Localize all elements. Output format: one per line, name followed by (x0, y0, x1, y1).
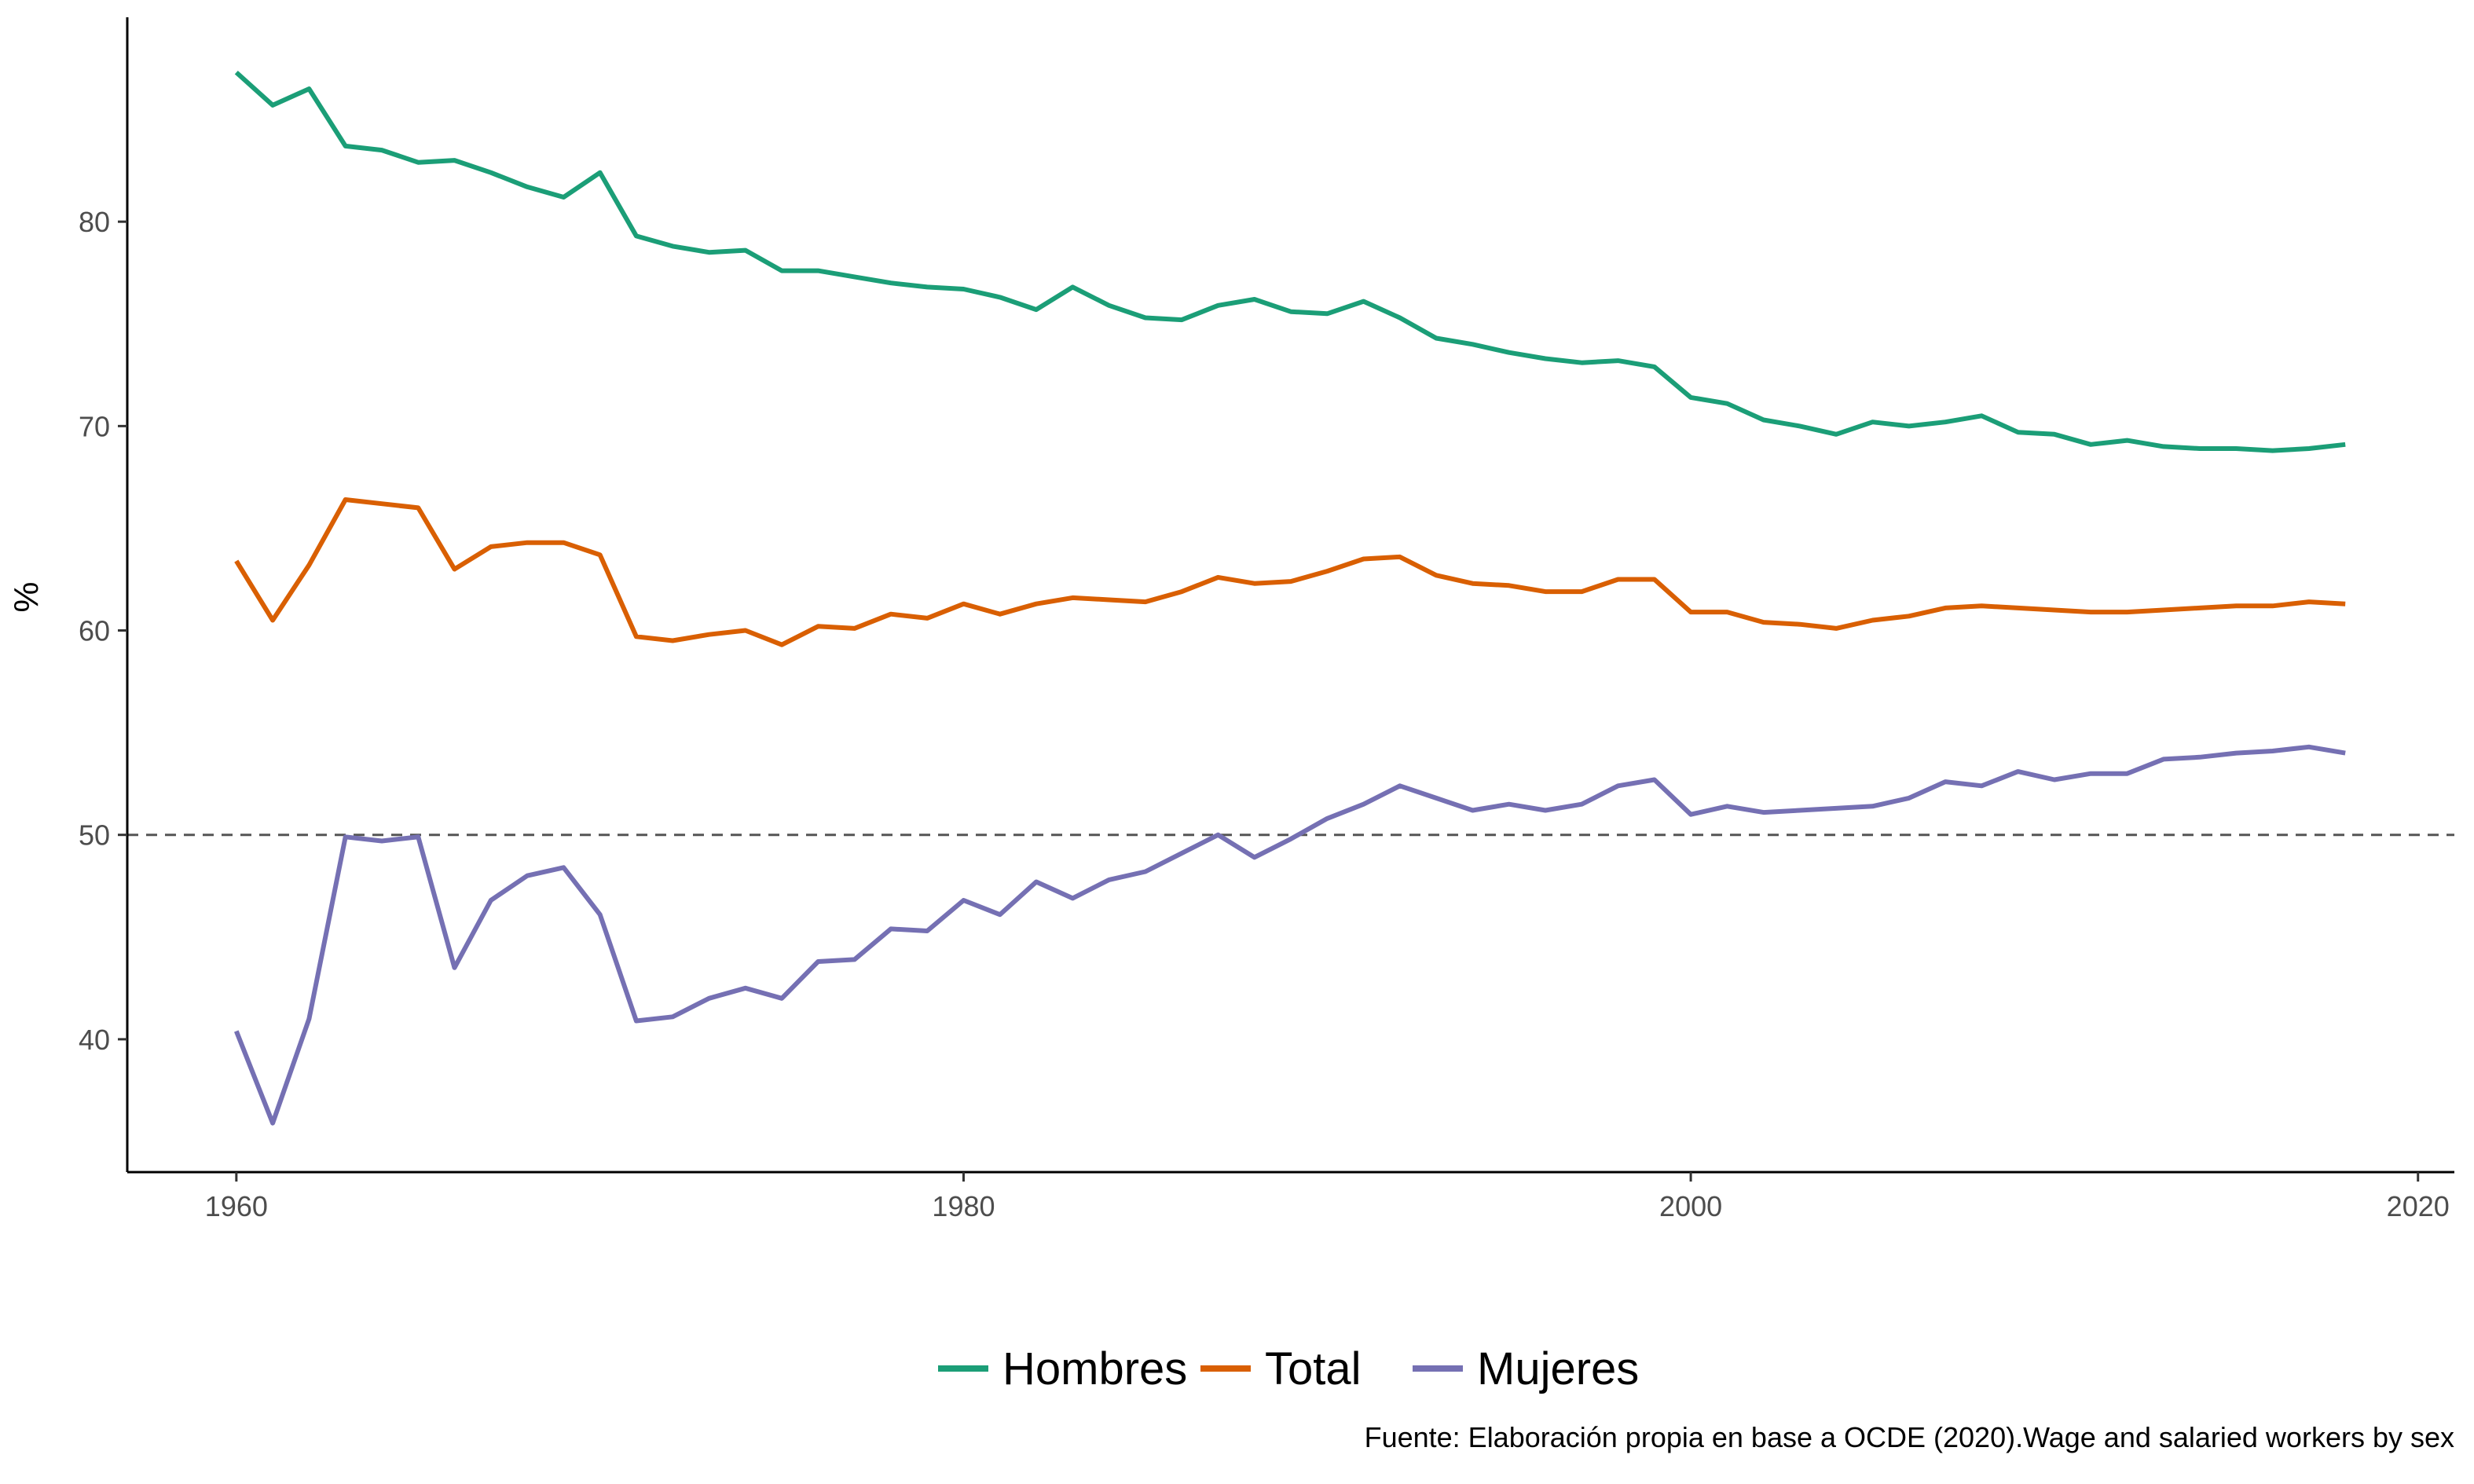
series-line-hombres (234, 70, 2346, 453)
x-tick-label: 2000 (1659, 1190, 1722, 1222)
y-tick-label: 40 (79, 1024, 110, 1056)
x-tick-label: 1960 (205, 1190, 268, 1222)
legend-item-total: Total (1200, 1343, 1362, 1394)
axes: 40 50 60 70 80 1960 1980 2000 2020 (79, 17, 2454, 1222)
legend-label: Total (1265, 1343, 1362, 1394)
y-tick-label: 80 (79, 206, 110, 238)
source-caption: Fuente: Elaboración propia en base a OCD… (1365, 1421, 2454, 1453)
series-line-total (234, 497, 2346, 647)
plot-area (127, 70, 2454, 1126)
series-line-mujeres (234, 744, 2346, 1126)
legend-item-mujeres: Mujeres (1413, 1343, 1639, 1394)
x-tick-label: 2020 (2387, 1190, 2450, 1222)
y-tick-label: 50 (79, 819, 110, 852)
legend-label: Mujeres (1477, 1343, 1639, 1394)
legend: Hombres Total Mujeres (938, 1343, 1639, 1394)
y-tick-label: 70 (79, 410, 110, 442)
legend-label: Hombres (1002, 1343, 1187, 1394)
legend-item-hombres: Hombres (938, 1343, 1187, 1394)
y-tick-label: 60 (79, 615, 110, 647)
y-axis-title: % (7, 581, 46, 612)
x-tick-label: 1980 (932, 1190, 995, 1222)
